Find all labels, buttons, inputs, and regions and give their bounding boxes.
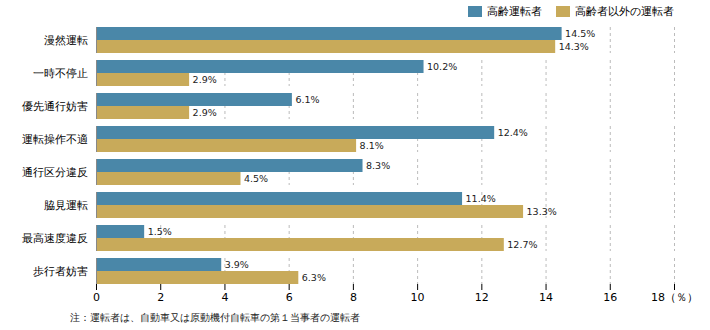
svg-text:13.3%: 13.3% [527,206,557,217]
svg-text:最高速度違反: 最高速度違反 [22,232,88,245]
svg-text:4.5%: 4.5% [244,173,268,184]
svg-text:0: 0 [93,291,100,304]
svg-text:6: 6 [286,291,293,304]
svg-text:10: 10 [411,291,425,304]
svg-text:2.9%: 2.9% [193,107,217,118]
svg-text:4: 4 [221,291,228,304]
svg-text:3.9%: 3.9% [225,259,249,270]
svg-text:16: 16 [603,291,617,304]
svg-text:運転操作不適: 運転操作不適 [22,133,88,146]
svg-text:1.5%: 1.5% [148,226,172,237]
svg-text:通行区分違反: 通行区分違反 [22,166,88,179]
svg-text:12.7%: 12.7% [507,239,537,250]
svg-text:一時不停止: 一時不停止 [33,67,88,80]
svg-text:脇見運転: 脇見運転 [44,199,88,212]
svg-text:8: 8 [350,291,357,304]
svg-text:12: 12 [475,291,489,304]
svg-text:6.1%: 6.1% [295,94,319,105]
html-text:注：運転者は、自動車又は原動機付自転車の第１当事者の運転者: 注：運転者は、自動車又は原動機付自転車の第１当事者の運転者 [70,312,360,323]
svg-text:優先通行妨害: 優先通行妨害 [22,100,88,113]
svg-text:8.3%: 8.3% [366,160,390,171]
svg-text:14: 14 [539,291,553,304]
html-text:高齢運転者: 高齢運転者 [487,4,542,18]
svg-text:18（％）: 18（％） [651,291,698,304]
svg-text:2: 2 [157,291,164,304]
svg-text:12.4%: 12.4% [498,127,528,138]
svg-text:8.1%: 8.1% [360,140,384,151]
html-text:高齢者以外の運転者: 高齢者以外の運転者 [575,4,674,18]
svg-text:14.3%: 14.3% [559,41,589,52]
svg-text:6.3%: 6.3% [302,272,326,283]
svg-text:歩行者妨害: 歩行者妨害 [33,265,88,278]
svg-text:漫然運転: 漫然運転 [44,34,88,47]
svg-text:11.4%: 11.4% [466,193,496,204]
svg-text:14.5%: 14.5% [565,28,595,39]
svg-text:10.2%: 10.2% [427,61,457,72]
svg-text:2.9%: 2.9% [193,74,217,85]
